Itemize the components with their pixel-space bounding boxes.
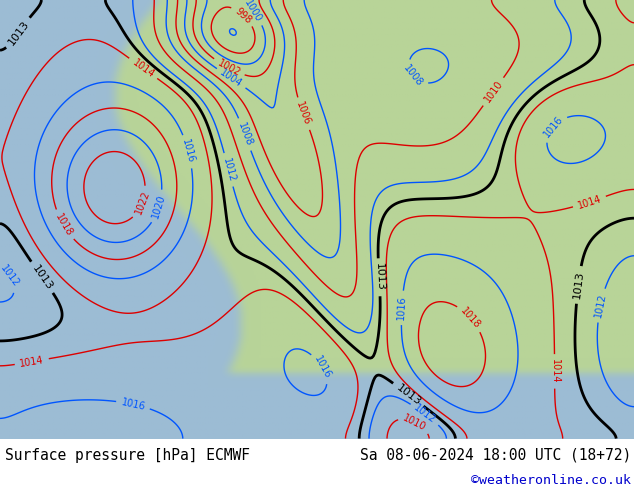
Text: 1002: 1002 — [216, 58, 242, 78]
Text: 1014: 1014 — [550, 359, 560, 384]
Text: 1000: 1000 — [242, 0, 263, 24]
Text: ©weatheronline.co.uk: ©weatheronline.co.uk — [471, 474, 631, 487]
Text: 1014: 1014 — [576, 194, 603, 211]
Text: 1006: 1006 — [295, 100, 313, 127]
Text: 1013: 1013 — [394, 382, 422, 407]
Text: 1012: 1012 — [0, 264, 21, 290]
Text: 1013: 1013 — [373, 263, 385, 292]
Text: 1004: 1004 — [218, 67, 244, 89]
Text: 1020: 1020 — [150, 194, 167, 220]
Text: 1010: 1010 — [482, 79, 505, 104]
Text: Surface pressure [hPa] ECMWF: Surface pressure [hPa] ECMWF — [5, 447, 250, 463]
Text: 1016: 1016 — [313, 355, 333, 381]
Text: 1016: 1016 — [541, 114, 565, 140]
Text: 998: 998 — [233, 5, 254, 25]
Text: 1018: 1018 — [53, 212, 74, 238]
Text: 1016: 1016 — [396, 295, 408, 320]
Text: 1013: 1013 — [572, 270, 585, 299]
Text: 1012: 1012 — [221, 157, 236, 183]
Text: 1008: 1008 — [401, 63, 425, 88]
Text: 1013: 1013 — [6, 19, 30, 47]
Text: 1012: 1012 — [412, 403, 438, 425]
Text: 1010: 1010 — [401, 413, 428, 433]
Text: 1018: 1018 — [458, 305, 482, 330]
Text: 1012: 1012 — [593, 293, 608, 318]
Text: 1014: 1014 — [19, 355, 44, 368]
Text: 1008: 1008 — [236, 121, 254, 147]
Text: 1013: 1013 — [30, 263, 54, 292]
Text: 1016: 1016 — [120, 397, 146, 412]
Text: 1022: 1022 — [133, 190, 152, 216]
Text: 1014: 1014 — [131, 57, 156, 80]
Text: 1016: 1016 — [180, 138, 196, 165]
Text: Sa 08-06-2024 18:00 UTC (18+72): Sa 08-06-2024 18:00 UTC (18+72) — [359, 447, 631, 463]
